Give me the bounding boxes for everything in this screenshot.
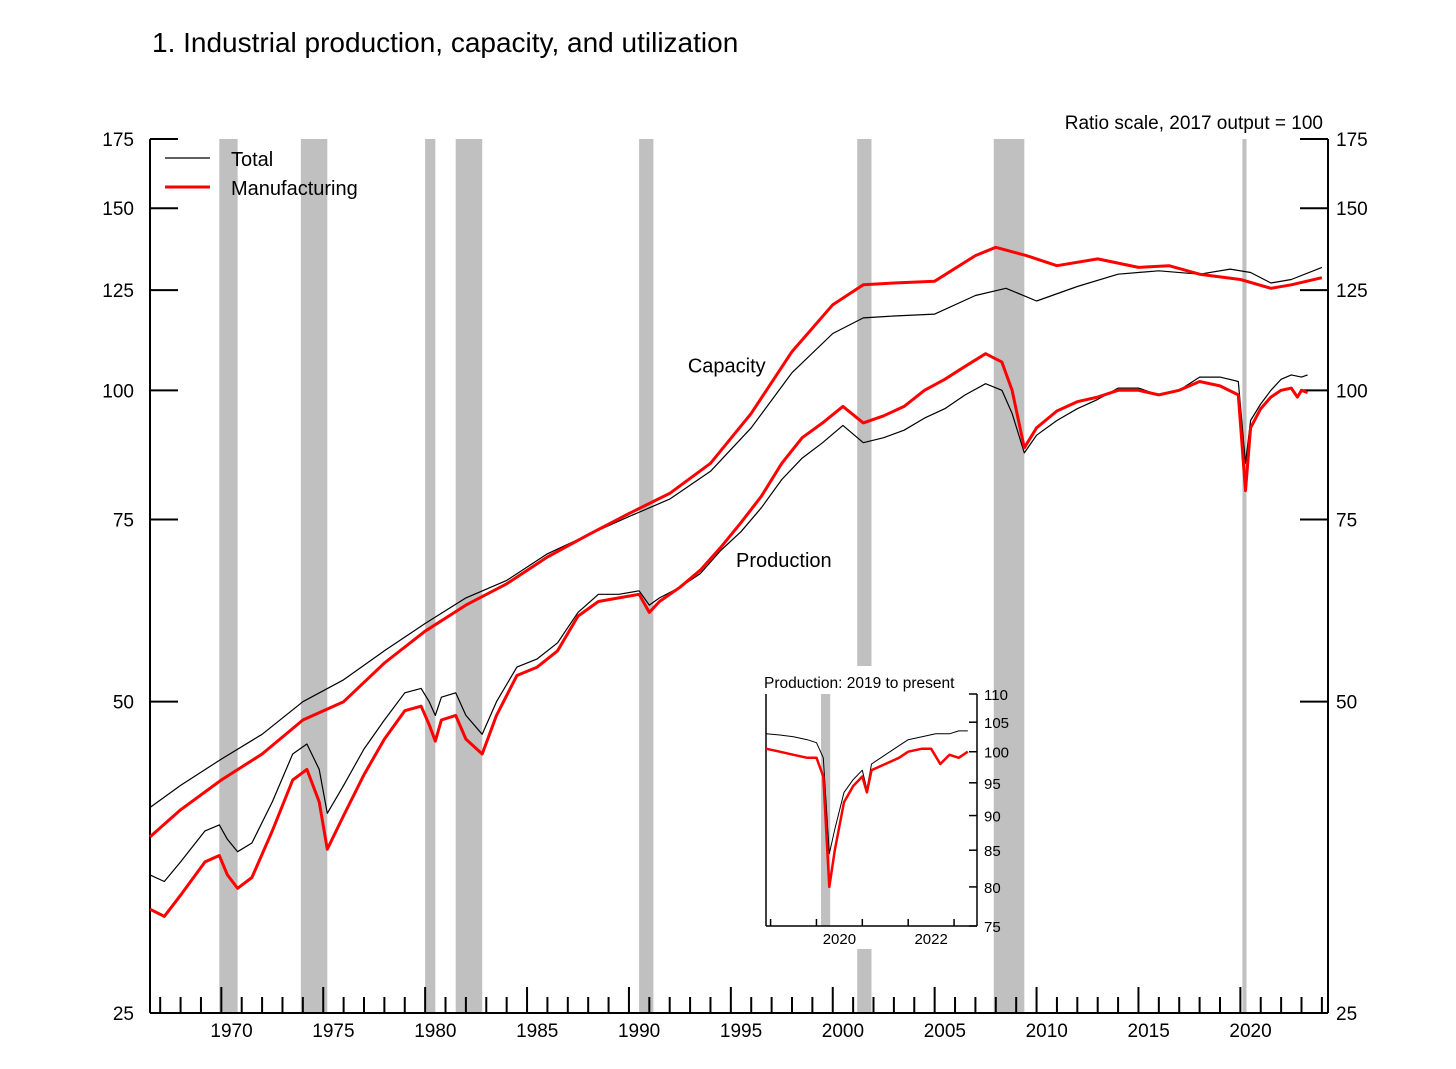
y-tick-label-left-25: 25 (113, 1004, 134, 1025)
y-tick-label-right-100: 100 (1336, 381, 1368, 402)
recession-band-2 (300, 139, 328, 1013)
inset-y-tick-label-100: 100 (984, 745, 1009, 762)
inset-chart: Production: 2019 to present 75 80 85 90 95 10… (756, 666, 1009, 949)
recession-band-3 (425, 139, 436, 1013)
annotation-capacity: Capacity (688, 356, 766, 378)
series-line-total-1 (149, 266, 1323, 808)
x-tick-label-1975: 1975 (312, 1021, 354, 1042)
legend-label-manufacturing: Manufacturing (231, 178, 358, 200)
x-tick-label-1990: 1990 (618, 1021, 660, 1042)
inset-y-tick-label-75: 75 (984, 919, 1001, 936)
inset-title: Production: 2019 to present (764, 675, 955, 692)
inset-x-tick-label-2022: 2022 (914, 931, 947, 948)
series-line-manufacturing-4 (149, 352, 1309, 918)
x-tick-label-2010: 2010 (1026, 1021, 1068, 1042)
scale-note: Ratio scale, 2017 output = 100 (1065, 113, 1323, 134)
y-tick-label-right-175: 175 (1336, 130, 1368, 151)
inset-background (756, 666, 992, 949)
x-tick-label-2020: 2020 (1229, 1021, 1271, 1042)
recession-band-5 (639, 139, 654, 1013)
y-tick-label-right-75: 75 (1336, 511, 1357, 532)
recession-band-1 (219, 139, 238, 1013)
inset-series-lines (765, 730, 969, 889)
recession-band-4 (455, 139, 483, 1013)
legend-label-total: Total (231, 149, 273, 171)
x-tick-label-2005: 2005 (924, 1021, 966, 1042)
x-tick-label-1995: 1995 (720, 1021, 762, 1042)
y-tick-label-right-25: 25 (1336, 1004, 1357, 1025)
inset-y-tick-label-105: 105 (984, 715, 1009, 732)
y-tick-label-left-50: 50 (113, 693, 134, 714)
x-tick-label-1970: 1970 (210, 1021, 252, 1042)
recession-shading (219, 139, 1247, 1013)
recession-band-8 (1242, 139, 1247, 1013)
series-line-manufacturing-3 (149, 245, 1323, 839)
y-tick-label-right-125: 125 (1336, 281, 1368, 302)
x-tick-label-2000: 2000 (822, 1021, 864, 1042)
y-tick-label-left-100: 100 (102, 381, 134, 402)
main-series-lines (149, 245, 1323, 918)
annotation-production: Production (736, 550, 832, 572)
x-tick-label-1980: 1980 (414, 1021, 456, 1042)
inset-series-line-total (765, 730, 968, 855)
main-axes: 25 25 50 50 75 75 100 100 125 125 150 150 175 175 1970… (102, 130, 1367, 1042)
series-annotations: Capacity Production (688, 356, 832, 572)
inset-y-tick-label-80: 80 (984, 880, 1001, 897)
x-tick-label-1985: 1985 (516, 1021, 558, 1042)
x-tick-label-2015: 2015 (1128, 1021, 1170, 1042)
inset-axes: 75 80 85 90 95 100 105 110 2020 2022 (765, 687, 1009, 948)
y-tick-label-left-150: 150 (102, 199, 134, 220)
legend: Total Manufacturing (165, 149, 358, 200)
y-tick-label-left-175: 175 (102, 130, 134, 151)
recession-band-7 (993, 139, 1025, 1013)
inset-y-tick-label-85: 85 (984, 843, 1001, 860)
inset-y-tick-label-90: 90 (984, 809, 1001, 826)
inset-y-tick-label-95: 95 (984, 776, 1001, 793)
inset-y-tick-label-110: 110 (984, 687, 1008, 704)
y-tick-label-left-125: 125 (102, 281, 134, 302)
y-tick-label-left-75: 75 (113, 511, 134, 532)
chart-title: 1. Industrial production, capacity, and … (152, 27, 738, 58)
y-tick-label-right-50: 50 (1336, 693, 1357, 714)
inset-x-tick-label-2020: 2020 (823, 931, 856, 948)
inset-series-line-manufacturing (765, 747, 969, 889)
y-tick-label-right-150: 150 (1336, 199, 1368, 220)
